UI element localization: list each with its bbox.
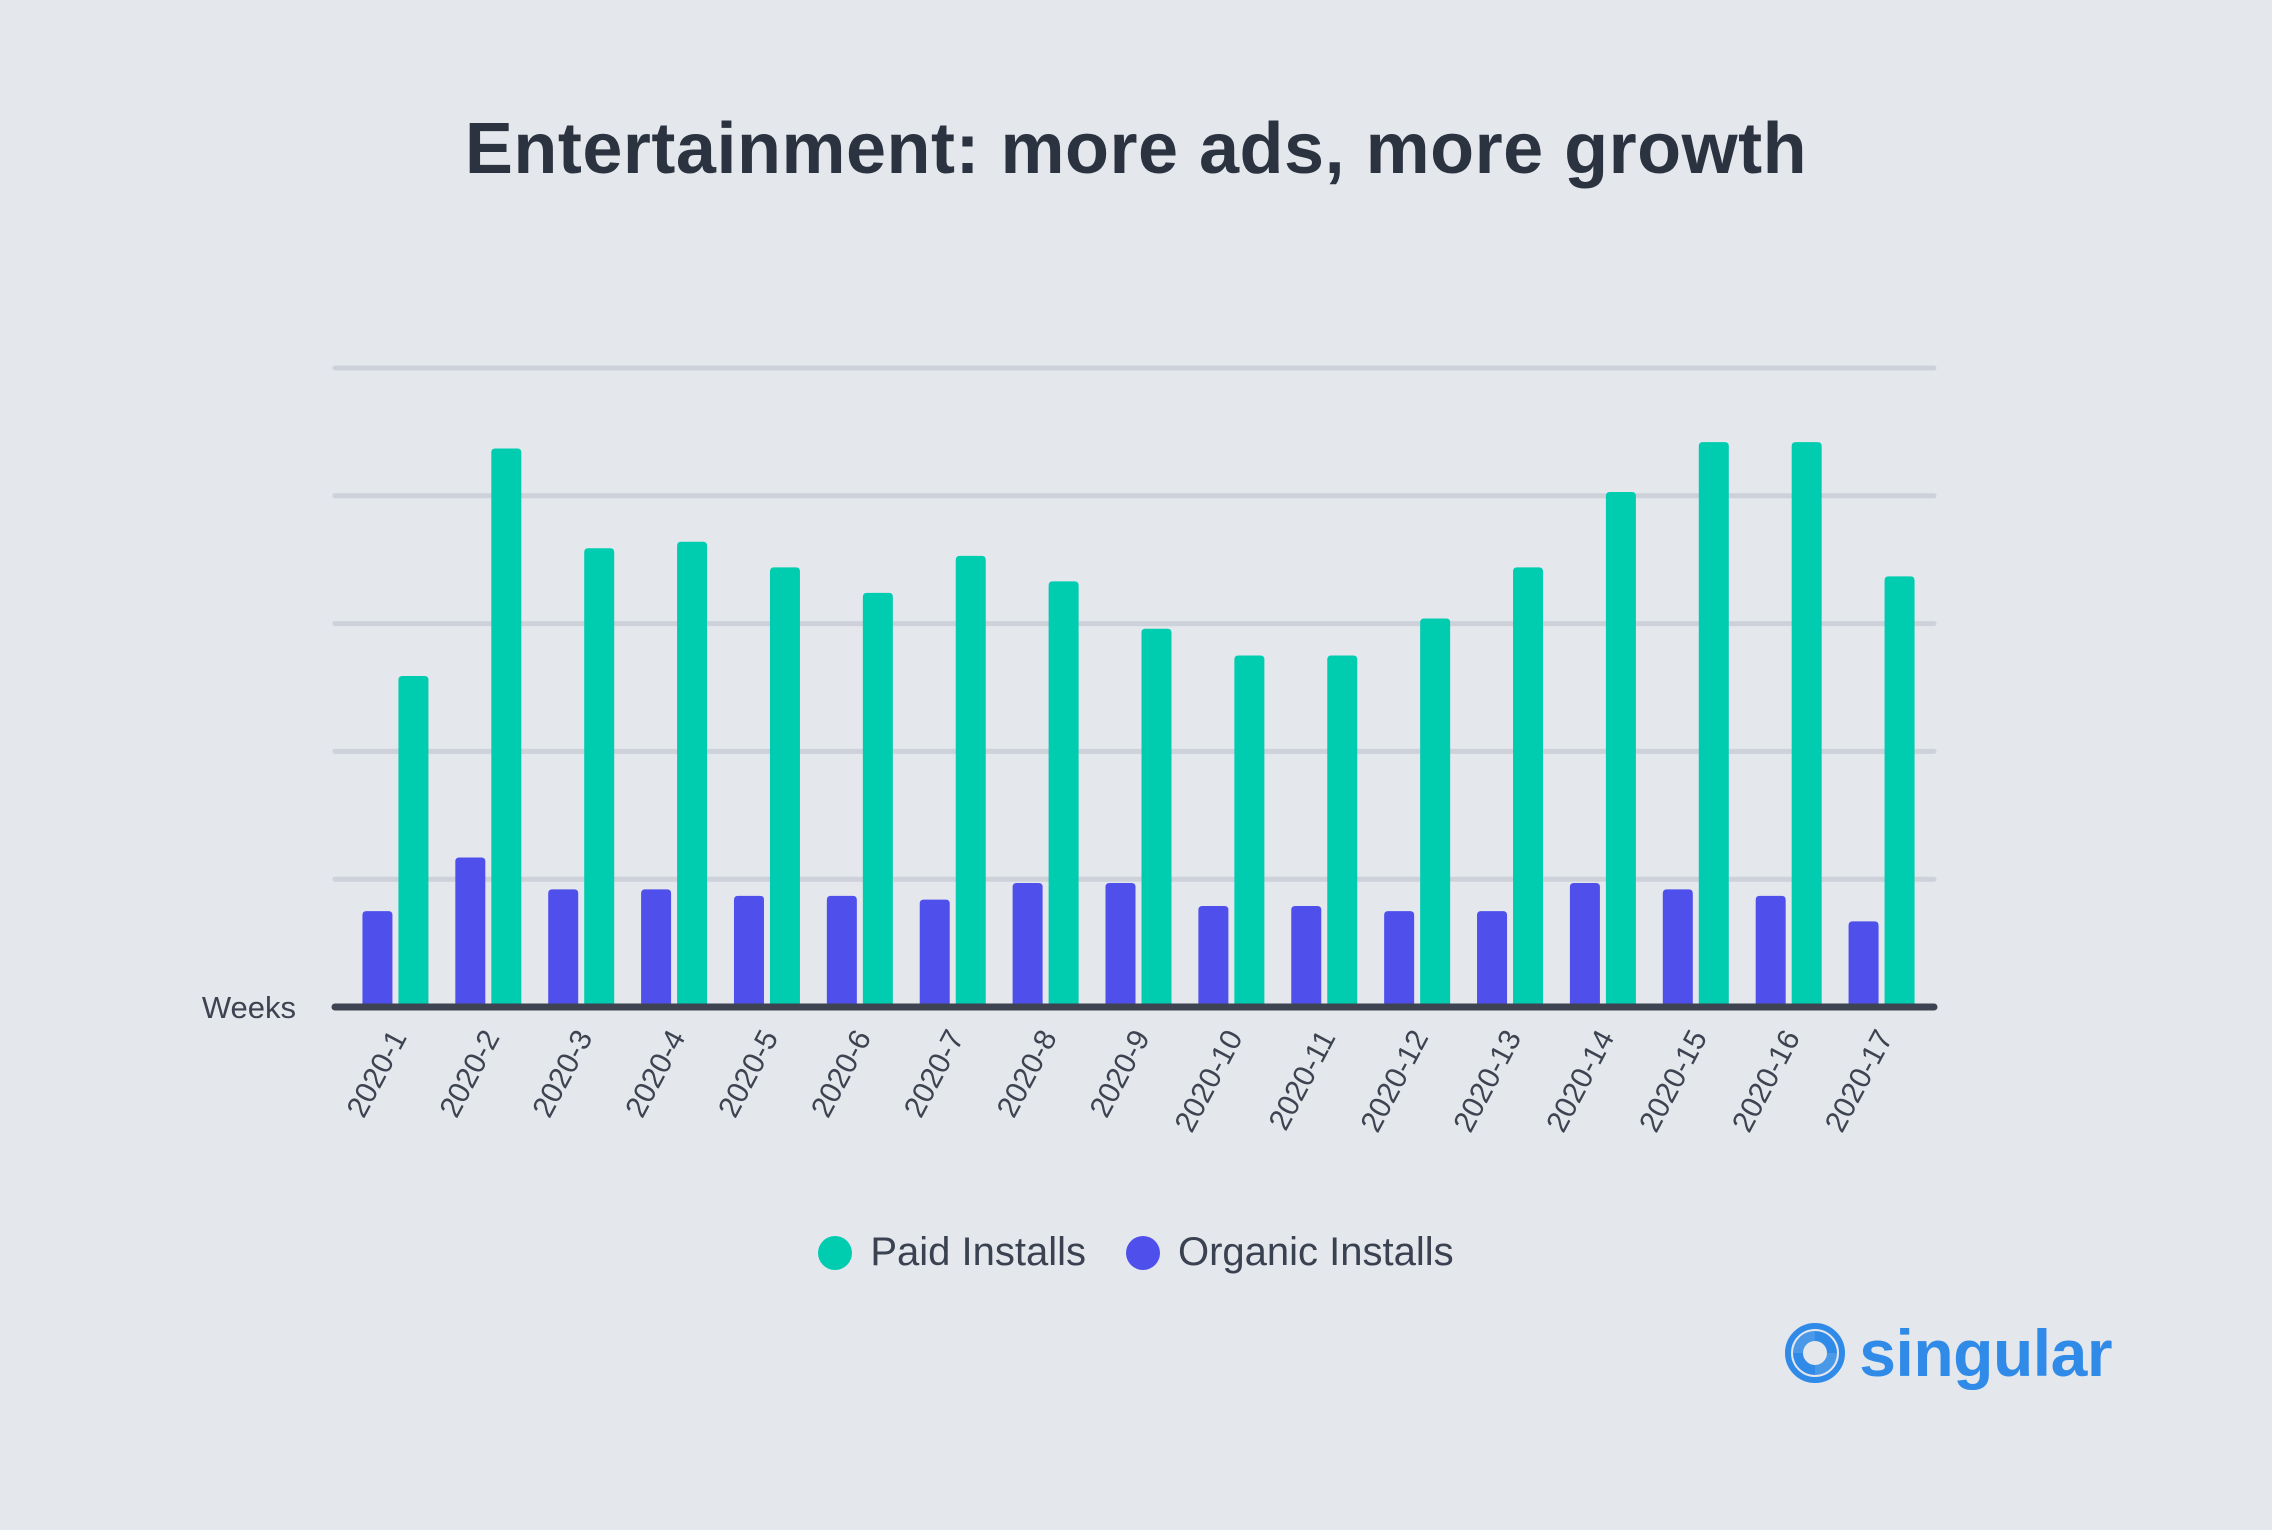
organic-bar-2020-2 [455,857,486,1007]
paid-bar-2020-12 [1420,618,1451,1007]
x-tick-labels: 2020-1 2020-2 2020-3 2020-4 2020-5 2020-6 2020… [341,1025,1900,1138]
brand-logo: singular [1783,1315,2112,1391]
paid-bar-2020-7 [955,555,986,1007]
legend: Paid Installs Organic Installs [0,1230,2272,1275]
organic-bar-2020-16 [1755,895,1786,1007]
organic-bar-2020-17 [1848,921,1879,1007]
x-tick-label: 2020-16 [1726,1025,1807,1138]
x-axis-label: Weeks [202,990,296,1025]
organic-bar-2020-1 [362,911,393,1007]
brand-name: singular [1859,1316,2112,1390]
paid-bar-2020-15 [1698,442,1729,1007]
organic-bar-2020-6 [826,895,857,1007]
organic-bar-2020-11 [1291,906,1322,1007]
x-tick-label: 2020-14 [1540,1025,1621,1138]
x-tick-label: 2020-17 [1819,1025,1900,1138]
legend-label-organic: Organic Installs [1178,1230,1454,1274]
bars [362,442,1915,1007]
paid-bar-2020-13 [1513,567,1544,1007]
paid-bar-2020-1 [398,675,429,1007]
paid-bar-2020-4 [677,541,708,1007]
legend-item-organic: Organic Installs [1126,1230,1454,1275]
gridlines [332,365,1937,882]
organic-bar-2020-7 [919,899,950,1007]
paid-bar-2020-6 [862,592,893,1007]
organic-bar-2020-14 [1569,883,1600,1007]
x-tick-label: 2020-11 [1263,1025,1343,1136]
organic-bar-2020-12 [1384,911,1415,1007]
x-tick-label: 2020-8 [991,1025,1064,1123]
organic-bar-2020-15 [1662,889,1693,1007]
paid-bar-2020-9 [1141,628,1172,1007]
x-tick-label: 2020-2 [434,1025,507,1123]
chart-title: Entertainment: more ads, more growth [464,109,1808,189]
x-tick-label: 2020-13 [1447,1025,1528,1138]
paid-bar-2020-10 [1234,655,1265,1007]
x-tick-label: 2020-6 [805,1025,878,1123]
organic-bar-2020-9 [1105,883,1136,1007]
paid-bar-2020-5 [769,567,800,1007]
singular-logo-icon [1785,1323,1846,1383]
x-axis: Weeks [202,990,1938,1025]
legend-item-paid: Paid Installs [818,1230,1086,1275]
organic-bar-2020-4 [641,889,672,1007]
x-tick-label: 2020-4 [619,1025,692,1123]
paid-bar-2020-17 [1884,576,1915,1007]
paid-bar-2020-16 [1791,442,1822,1007]
paid-bar-2020-2 [491,448,522,1007]
paid-bar-2020-11 [1327,655,1358,1007]
paid-bar-2020-8 [1048,581,1079,1007]
x-tick-label: 2020-9 [1084,1025,1157,1123]
x-tick-label: 2020-1 [341,1025,414,1123]
organic-bar-2020-10 [1198,906,1229,1007]
organic-bar-2020-8 [1012,883,1043,1007]
paid-bar-2020-14 [1605,491,1636,1007]
x-tick-label: 2020-10 [1169,1025,1250,1138]
x-tick-label: 2020-7 [898,1025,971,1123]
paid-bar-2020-3 [584,548,615,1007]
organic-bar-2020-13 [1477,911,1508,1007]
x-tick-label: 2020-12 [1354,1025,1435,1138]
x-tick-label: 2020-15 [1633,1025,1714,1138]
paid-swatch-icon [818,1235,853,1270]
legend-label-paid: Paid Installs [870,1230,1086,1274]
organic-swatch-icon [1126,1235,1160,1270]
x-tick-label: 2020-5 [712,1025,785,1123]
organic-bar-2020-5 [733,895,764,1007]
x-tick-label: 2020-3 [526,1025,599,1123]
organic-bar-2020-3 [548,889,579,1007]
